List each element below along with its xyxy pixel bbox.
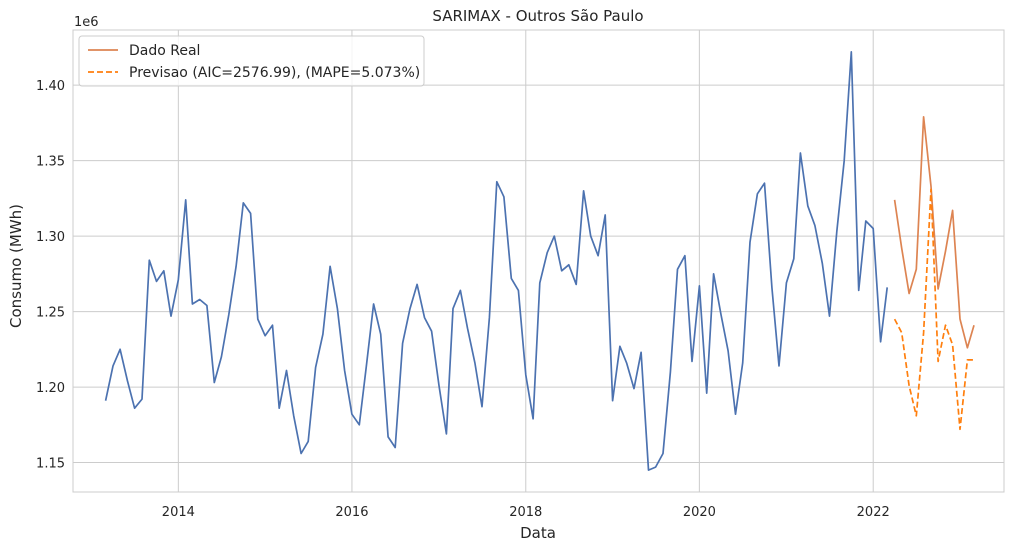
x-axis-ticks: 2014 2016 2018 2020 2022 bbox=[162, 505, 890, 520]
x-tick-label: 2020 bbox=[683, 505, 716, 520]
plot-frame bbox=[72, 29, 1005, 493]
x-tick-label: 2014 bbox=[162, 505, 195, 520]
x-tick-label: 2022 bbox=[857, 505, 890, 520]
y-tick-label: 1.25 bbox=[36, 306, 65, 321]
y-tick-label: 1.30 bbox=[36, 230, 65, 245]
legend-box bbox=[78, 35, 425, 87]
legend-label-previsao: Previsao (AIC=2576.99), (MAPE=5.073%) bbox=[129, 65, 420, 81]
y-tick-label: 1.35 bbox=[36, 155, 65, 170]
y-tick-label: 1.15 bbox=[36, 457, 65, 472]
x-tick-label: 2018 bbox=[509, 505, 542, 520]
x-tick-label: 2016 bbox=[335, 505, 368, 520]
series-line-previsao bbox=[893, 188, 974, 431]
y-tick-label: 1.20 bbox=[36, 381, 65, 396]
legend: Dado Real Previsao (AIC=2576.99), (MAPE=… bbox=[78, 35, 425, 87]
y-axis-label: Consumo (MWh) bbox=[7, 204, 25, 328]
legend-label-dado-real: Dado Real bbox=[129, 43, 200, 59]
y-tick-label: 1.40 bbox=[36, 79, 65, 94]
grid-layer bbox=[73, 30, 1004, 492]
x-axis-label: Data bbox=[520, 524, 556, 542]
y-axis-offset-label: 1e6 bbox=[74, 15, 99, 30]
series-line-dado-real bbox=[893, 115, 975, 349]
chart-title: SARIMAX - Outros São Paulo bbox=[432, 7, 643, 25]
y-axis-ticks: 1.15 1.20 1.25 1.30 1.35 1.40 bbox=[36, 79, 65, 471]
plot-border bbox=[72, 29, 1005, 493]
series-layer bbox=[104, 51, 975, 471]
series-line-historico bbox=[104, 51, 889, 471]
